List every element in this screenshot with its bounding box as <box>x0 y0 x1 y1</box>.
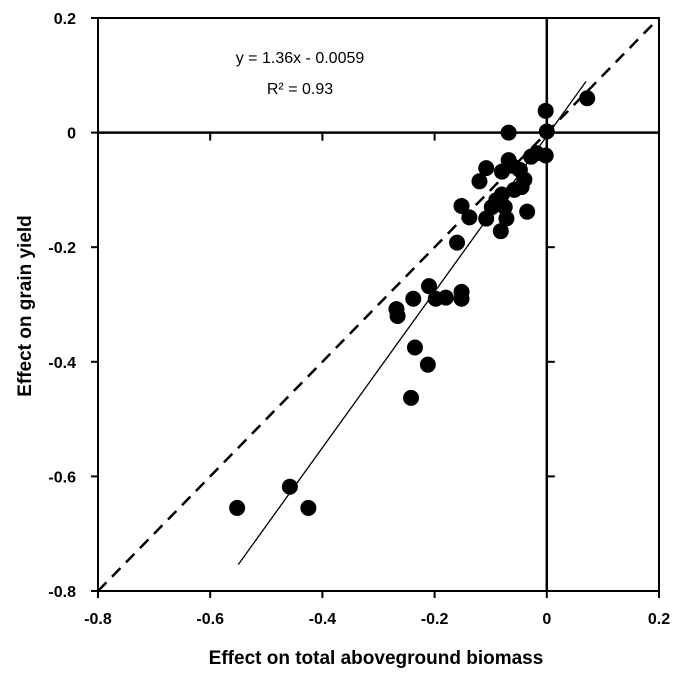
data-point <box>300 499 317 516</box>
x-tick-labels: -0.8 -0.6 -0.4 -0.2 0 0.2 <box>84 611 670 628</box>
data-point <box>538 123 555 140</box>
y-tick-label: 0.2 <box>54 11 76 28</box>
data-point <box>420 278 437 295</box>
data-point <box>500 124 517 141</box>
reference-line-group <box>97 17 660 592</box>
x-tick-label: -0.6 <box>196 611 224 628</box>
regression-equation: y = 1.36x - 0.0059 <box>236 50 365 67</box>
plot-frame <box>97 17 660 592</box>
data-point <box>498 210 515 227</box>
data-point <box>449 234 466 251</box>
data-points <box>229 90 596 516</box>
x-tick-label: 0.2 <box>648 611 670 628</box>
data-point <box>519 203 536 220</box>
data-point <box>492 223 509 240</box>
x-axis-title: Effect on total aboveground biomass <box>209 648 544 669</box>
y-tick-label: -0.2 <box>48 240 76 257</box>
y-tick-labels: -0.8 -0.6 -0.4 -0.2 0 0.2 <box>48 11 76 601</box>
one-to-one-dashed-line <box>97 17 660 592</box>
plot-border <box>97 17 660 592</box>
data-point <box>437 289 454 306</box>
y-tick-label: -0.4 <box>48 355 76 372</box>
y-tick-label: -0.6 <box>48 469 76 486</box>
y-axis-title: Effect on grain yield <box>15 215 36 397</box>
x-tick-label: -0.2 <box>421 611 449 628</box>
data-point <box>537 102 554 119</box>
regression-r-squared: R² = 0.93 <box>267 81 333 98</box>
data-point <box>453 290 470 307</box>
data-point <box>403 389 420 406</box>
data-point <box>419 356 436 373</box>
data-point <box>579 90 596 107</box>
data-point <box>406 339 423 356</box>
x-tick-label: -0.4 <box>309 611 337 628</box>
data-point <box>506 181 523 198</box>
data-point <box>493 163 510 180</box>
data-point <box>523 148 540 165</box>
data-point <box>478 160 495 177</box>
data-point <box>389 307 406 324</box>
data-point <box>281 478 298 495</box>
x-tick-label: 0 <box>542 611 551 628</box>
data-point <box>461 209 478 226</box>
x-tick-label: -0.8 <box>84 611 112 628</box>
data-point <box>471 173 488 190</box>
y-tick-label: -0.8 <box>48 584 76 601</box>
data-point <box>229 499 246 516</box>
data-point <box>405 290 422 307</box>
data-point <box>453 197 470 214</box>
data-point <box>478 210 495 227</box>
y-tick-label: 0 <box>67 126 76 143</box>
